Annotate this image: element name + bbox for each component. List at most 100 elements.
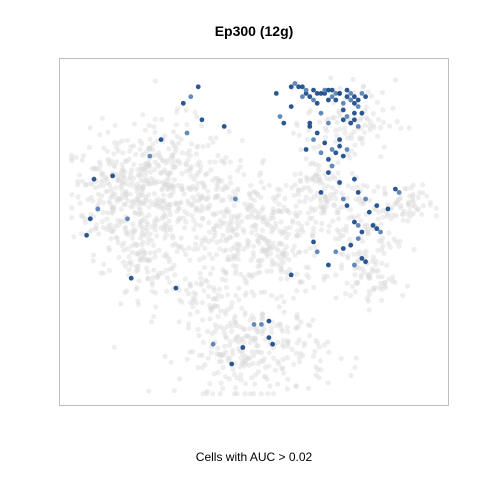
background-cell-point	[404, 283, 410, 289]
background-cell-point	[278, 266, 284, 273]
highlighted-cell-point	[363, 196, 368, 202]
highlighted-cell-point	[355, 190, 361, 195]
background-cell-point	[209, 237, 215, 243]
background-cell-point	[291, 192, 297, 198]
background-cell-point	[179, 150, 185, 156]
background-cell-point	[297, 249, 303, 255]
background-cell-point	[255, 258, 261, 264]
background-cell-point	[344, 280, 350, 286]
background-cell-point	[279, 250, 285, 256]
background-cell-point	[319, 220, 325, 227]
background-cell-point	[167, 181, 173, 187]
background-cell-point	[236, 339, 242, 345]
background-cell-point	[214, 181, 220, 187]
background-cell-point	[126, 260, 132, 266]
background-cell-point	[366, 307, 372, 313]
background-cell-point	[220, 197, 227, 203]
background-cell-point	[178, 199, 184, 205]
background-cell-point	[311, 145, 317, 151]
background-cell-point	[98, 179, 104, 185]
background-cell-point	[131, 241, 137, 247]
background-cell-point	[223, 284, 229, 291]
background-cell-point	[255, 360, 261, 367]
background-cell-point	[252, 338, 258, 344]
background-cell-point	[111, 204, 117, 210]
background-cell-point	[370, 122, 376, 128]
background-cell-point	[269, 212, 275, 218]
background-cell-point	[317, 203, 323, 210]
background-cell-point	[197, 195, 203, 201]
background-cell-point	[133, 251, 140, 257]
background-cell-point	[229, 300, 235, 306]
background-cell-point	[259, 160, 265, 166]
background-cell-point	[335, 207, 341, 213]
background-cell-point	[136, 278, 142, 284]
background-cell-point	[351, 129, 357, 135]
background-cell-point	[116, 196, 122, 202]
background-cell-point	[282, 196, 288, 202]
background-cell-point	[375, 267, 381, 273]
background-cell-point	[420, 182, 426, 188]
highlighted-cell-point	[393, 186, 398, 192]
background-cell-point	[344, 195, 350, 201]
background-cell-point	[110, 226, 117, 232]
background-cell-point	[208, 306, 214, 312]
background-cell-point	[232, 319, 238, 326]
background-cell-point	[114, 198, 120, 204]
background-cell-point	[218, 358, 224, 364]
background-cell-point	[342, 125, 348, 131]
background-cell-point	[379, 297, 385, 303]
background-cell-point	[228, 339, 234, 345]
background-cell-point	[177, 244, 183, 250]
highlighted-cell-point	[318, 91, 324, 96]
highlighted-cell-point	[87, 216, 93, 222]
background-cell-point	[186, 321, 192, 327]
background-cell-point	[93, 226, 99, 232]
highlighted-cell-point	[314, 130, 320, 136]
background-cell-point	[392, 279, 398, 285]
background-cell-point	[393, 239, 399, 245]
background-cell-point	[257, 262, 263, 268]
background-cell-point	[363, 222, 369, 228]
background-cell-point	[164, 254, 170, 260]
background-cell-point	[127, 174, 134, 180]
background-cell-point	[170, 265, 176, 271]
background-cell-point	[382, 191, 388, 197]
highlighted-cell-point	[359, 256, 365, 261]
background-cell-point	[285, 343, 291, 349]
background-cell-point	[321, 193, 328, 199]
background-cell-point	[128, 144, 134, 150]
highlighted-cell-point	[344, 147, 350, 152]
background-cell-point	[375, 116, 382, 123]
background-cell-point	[138, 192, 144, 198]
background-cell-point	[326, 223, 332, 229]
background-cell-point	[169, 152, 175, 158]
background-cell-point	[130, 198, 136, 204]
background-cell-point	[318, 198, 324, 204]
background-cell-point	[123, 181, 129, 187]
highlighted-cell-point	[352, 117, 357, 123]
background-cell-point	[184, 168, 190, 174]
background-cell-point	[138, 166, 144, 172]
background-cell-point	[128, 170, 134, 176]
background-cell-point	[225, 306, 231, 312]
background-cell-point	[223, 247, 229, 253]
background-cell-point	[168, 185, 174, 191]
background-cell-point	[197, 257, 203, 263]
background-cell-point	[393, 201, 399, 207]
background-cell-point	[97, 197, 103, 203]
background-cell-point	[351, 215, 358, 221]
highlighted-cell-point	[352, 94, 357, 100]
background-cell-point	[238, 157, 244, 163]
background-cell-point	[233, 232, 239, 238]
background-cell-point	[202, 235, 208, 241]
background-cell-point	[140, 184, 146, 190]
background-cell-point	[108, 228, 115, 235]
background-cell-point	[368, 93, 374, 99]
background-cell-point	[218, 352, 224, 358]
background-cell-point	[234, 241, 240, 247]
highlighted-cell-point	[359, 91, 365, 96]
background-cell-point	[227, 320, 234, 326]
background-cell-point	[330, 218, 336, 224]
background-cell-point	[297, 278, 303, 285]
